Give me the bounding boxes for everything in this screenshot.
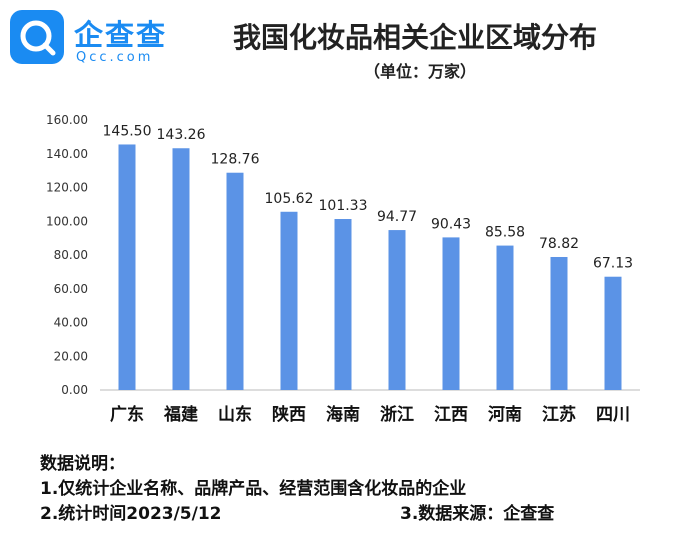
data-label: 105.62 xyxy=(265,191,314,207)
chart-subtitle: （单位：万家） xyxy=(363,62,476,81)
y-tick-label: 80.00 xyxy=(54,248,88,262)
y-tick-label: 140.00 xyxy=(46,147,88,161)
y-tick-label: 60.00 xyxy=(54,282,88,296)
bar xyxy=(388,230,406,390)
logo-wordmark: 企查查 xyxy=(74,18,168,52)
bar xyxy=(442,237,460,390)
data-label: 67.13 xyxy=(593,256,633,272)
data-notes: 数据说明： 1.仅统计企业名称、品牌产品、经营范围含化妆品的企业 2.统计时间2… xyxy=(40,452,554,527)
data-label: 143.26 xyxy=(157,127,206,143)
x-tick-label: 江苏 xyxy=(542,404,576,425)
x-tick-label: 江西 xyxy=(434,405,468,425)
x-tick-label: 河南 xyxy=(488,404,522,425)
data-label: 145.50 xyxy=(103,123,152,139)
x-tick-label: 海南 xyxy=(326,404,360,425)
notes-heading: 数据说明： xyxy=(40,454,125,474)
y-tick-label: 120.00 xyxy=(46,181,88,195)
x-tick-label: 福建 xyxy=(163,404,198,425)
bar xyxy=(172,148,190,390)
chart-title: 我国化妆品相关企业区域分布 xyxy=(232,21,597,54)
bar xyxy=(118,144,136,390)
y-tick-label: 100.00 xyxy=(46,214,88,228)
y-tick-label: 20.00 xyxy=(54,349,88,363)
y-tick-label: 160.00 xyxy=(46,113,88,127)
data-label: 85.58 xyxy=(485,225,525,241)
x-tick-label: 广东 xyxy=(110,404,144,425)
logo-domain: Qcc.com xyxy=(76,50,154,65)
brand-logo: 企查查 Qcc.com xyxy=(6,10,196,68)
data-label: 94.77 xyxy=(377,209,417,225)
note-scope: 1.仅统计企业名称、品牌产品、经营范围含化妆品的企业 xyxy=(40,479,467,499)
data-label: 128.76 xyxy=(211,152,260,168)
bar xyxy=(604,276,622,390)
data-label: 101.33 xyxy=(319,198,368,214)
bar xyxy=(550,256,568,390)
bar-chart: 0.00 20.00 40.00 60.00 80.00 100.00 120.00 140.… xyxy=(46,113,640,425)
data-label: 90.43 xyxy=(431,216,471,232)
y-tick-label: 40.00 xyxy=(54,316,88,330)
bar xyxy=(496,245,514,390)
bar xyxy=(226,172,244,390)
data-label: 78.82 xyxy=(539,236,579,252)
x-tick-label: 山东 xyxy=(218,404,252,425)
bar xyxy=(334,219,352,390)
x-tick-label: 浙江 xyxy=(380,404,414,425)
note-date: 2.统计时间2023/5/12 xyxy=(40,504,222,524)
bar xyxy=(280,211,298,390)
note-source: 3.数据来源：企查查 xyxy=(400,504,555,524)
qcc-logo-icon xyxy=(10,10,64,64)
x-tick-label: 四川 xyxy=(596,405,630,425)
y-tick-label: 0.00 xyxy=(61,383,88,397)
x-tick-label: 陕西 xyxy=(272,404,306,425)
